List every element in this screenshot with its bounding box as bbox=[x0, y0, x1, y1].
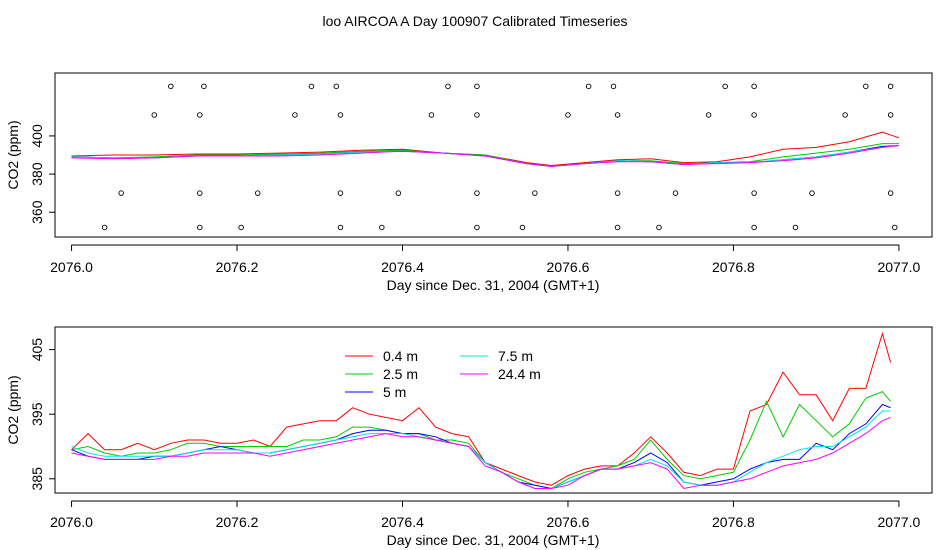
lower-x-tick-label: 2076.2 bbox=[216, 514, 259, 530]
marker-point bbox=[809, 190, 815, 196]
lower-x-tick-label: 2077.0 bbox=[877, 514, 920, 530]
upper-series-line-1 bbox=[71, 143, 899, 167]
lower-x-tick-label: 2076.8 bbox=[712, 514, 755, 530]
lower-series bbox=[71, 331, 892, 490]
marker-point bbox=[337, 224, 344, 231]
marker-point bbox=[585, 83, 592, 90]
legend-label-0: 0.4 m bbox=[383, 348, 418, 364]
marker-point bbox=[792, 224, 799, 231]
lower-y-tick-label: 405 bbox=[29, 338, 45, 362]
lower-series-line-4 bbox=[71, 416, 891, 490]
marker-point bbox=[519, 224, 526, 231]
marker-point bbox=[751, 83, 757, 90]
marker-point bbox=[201, 83, 207, 90]
marker-point bbox=[101, 224, 108, 231]
lower-series-line-2 bbox=[71, 403, 891, 490]
marker-point bbox=[614, 190, 621, 196]
marker-point bbox=[379, 224, 385, 231]
lower-chart-panel: 2076.0 2076.2 2076.4 2076.6 2076.8 2077.0 385… bbox=[5, 326, 933, 548]
upper-x-axis: 2076.0 2076.2 2076.4 2076.6 2076.8 2077.0 bbox=[50, 244, 921, 275]
lower-x-tick-label: 2076.4 bbox=[381, 514, 424, 530]
upper-y-axis-label: CO2 (ppm) bbox=[5, 120, 21, 189]
upper-x-tick-label: 2076.8 bbox=[712, 259, 755, 275]
marker-point bbox=[118, 190, 124, 196]
marker-point bbox=[614, 112, 621, 118]
marker-point bbox=[474, 83, 480, 90]
marker-point bbox=[445, 83, 451, 90]
upper-chart-panel: 2076.0 2076.2 2076.4 2076.6 2076.8 2077.0 360… bbox=[5, 72, 933, 293]
lower-y-tick-label: 385 bbox=[29, 467, 45, 491]
lower-x-tick-label: 2076.0 bbox=[50, 514, 93, 530]
marker-point bbox=[656, 224, 662, 231]
marker-point bbox=[197, 112, 203, 118]
lower-plot-frame bbox=[54, 326, 933, 494]
marker-point bbox=[168, 83, 174, 90]
marker-point bbox=[474, 112, 480, 118]
legend-label-2: 5 m bbox=[383, 384, 406, 400]
marker-point bbox=[614, 224, 621, 231]
upper-series-line-4 bbox=[71, 145, 899, 167]
marker-point bbox=[395, 190, 402, 196]
marker-point bbox=[151, 112, 158, 118]
marker-point bbox=[474, 190, 480, 196]
upper-y-tick-label: 400 bbox=[29, 124, 45, 148]
marker-point bbox=[337, 190, 344, 196]
marker-point bbox=[197, 190, 203, 196]
upper-y-tick-label: 360 bbox=[29, 200, 45, 224]
marker-point bbox=[887, 190, 894, 196]
lower-y-axis-label: CO2 (ppm) bbox=[5, 375, 21, 444]
marker-point bbox=[238, 224, 244, 231]
marker-point bbox=[892, 224, 898, 231]
lower-legend: 0.4 m 2.5 m 5 m 7.5 m 24.4 m bbox=[345, 348, 541, 400]
marker-point bbox=[887, 83, 894, 90]
upper-x-tick-label: 2076.0 bbox=[50, 259, 93, 275]
marker-point bbox=[863, 83, 869, 90]
marker-point bbox=[887, 112, 894, 118]
marker-point bbox=[672, 190, 679, 196]
marker-point bbox=[308, 83, 315, 90]
upper-series-line-0 bbox=[71, 131, 900, 167]
marker-point bbox=[565, 112, 571, 118]
upper-x-axis-label: Day since Dec. 31, 2004 (GMT+1) bbox=[387, 277, 600, 293]
marker-point bbox=[842, 112, 848, 118]
marker-point bbox=[428, 112, 435, 118]
marker-point bbox=[333, 83, 340, 90]
lower-series-line-3 bbox=[71, 410, 891, 489]
legend-label-4: 24.4 m bbox=[498, 366, 541, 382]
marker-point bbox=[292, 112, 298, 118]
upper-x-tick-label: 2077.0 bbox=[877, 259, 920, 275]
marker-point bbox=[337, 112, 344, 118]
figure-title: loo AIRCOA A Day 100907 Calibrated Times… bbox=[322, 13, 627, 29]
lower-y-tick-label: 395 bbox=[29, 402, 45, 426]
marker-point bbox=[705, 112, 712, 118]
upper-markers bbox=[101, 83, 898, 231]
marker-point bbox=[751, 190, 757, 196]
lower-x-axis-label: Day since Dec. 31, 2004 (GMT+1) bbox=[387, 532, 600, 548]
lower-x-axis: 2076.0 2076.2 2076.4 2076.6 2076.8 2077.0 bbox=[50, 500, 921, 530]
marker-point bbox=[474, 224, 480, 231]
upper-y-tick-label: 380 bbox=[29, 162, 45, 186]
lower-x-tick-label: 2076.6 bbox=[547, 514, 590, 530]
upper-series bbox=[71, 131, 900, 167]
legend-label-3: 7.5 m bbox=[498, 348, 533, 364]
marker-point bbox=[254, 190, 261, 196]
marker-point bbox=[751, 112, 757, 118]
marker-point bbox=[610, 83, 617, 90]
upper-y-axis: 360 380 400 bbox=[29, 124, 56, 224]
upper-x-tick-label: 2076.4 bbox=[381, 259, 424, 275]
upper-x-tick-label: 2076.2 bbox=[216, 259, 259, 275]
marker-point bbox=[197, 224, 203, 231]
lower-y-axis: 385 395 405 bbox=[29, 338, 56, 491]
marker-point bbox=[722, 83, 728, 90]
marker-point bbox=[532, 190, 538, 196]
upper-x-tick-label: 2076.6 bbox=[547, 259, 590, 275]
legend-label-1: 2.5 m bbox=[383, 366, 418, 382]
marker-point bbox=[751, 224, 757, 231]
